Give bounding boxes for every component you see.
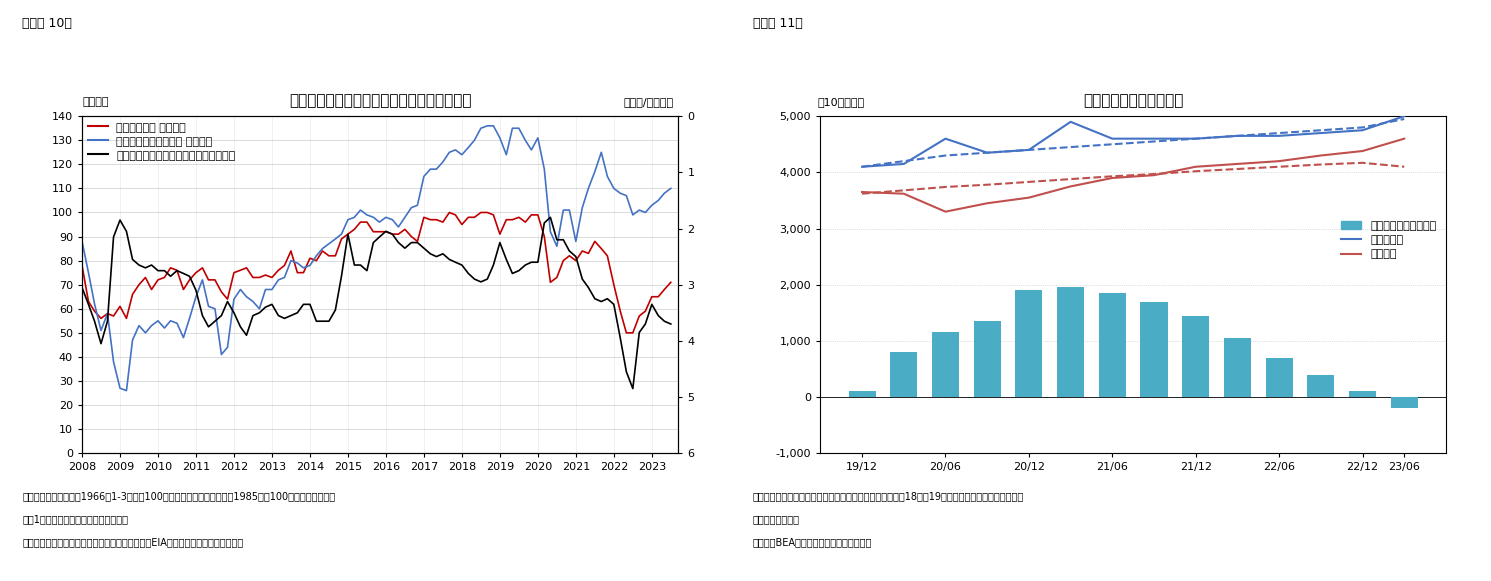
Bar [932,332,959,397]
Bar [1266,358,1293,397]
Text: （図表 10）: （図表 10） [22,17,72,30]
Bar [974,321,1000,397]
Text: 1ガロン当たりの全米平均小売価格: 1ガロン当たりの全米平均小売価格 [22,514,128,524]
Title: 消費者センチメントおよびガソリン小売価格: 消費者センチメントおよびガソリン小売価格 [289,93,471,108]
Text: （図表 11）: （図表 11） [753,17,802,30]
Bar [1057,288,1084,397]
Bar [1099,293,1126,397]
Bar [1224,338,1251,397]
Bar [1349,392,1376,397]
Bar [1182,315,1209,397]
Text: 累計した金額: 累計した金額 [753,514,801,524]
Text: （注）ミシガン大学は1966年1-3月期＝100、カンファレンスボードは1985年＝100。ガソリン価格は: （注）ミシガン大学は1966年1-3月期＝100、カンファレンスボードは1985… [22,491,335,501]
Bar [848,392,875,397]
Text: （資料）BEAよりニッセイ基礎研究所作成: （資料）BEAよりニッセイ基礎研究所作成 [753,537,872,547]
Text: （資料）ミシガン大学、カンファレンスボード、EIAよりニッセイ基礎研究所作成: （資料）ミシガン大学、カンファレンスボード、EIAよりニッセイ基礎研究所作成 [22,537,243,547]
Bar [1391,397,1418,408]
Text: （指数）: （指数） [82,98,109,107]
Title: 家計の累積過剰貯蓄試算: 家計の累積過剰貯蓄試算 [1082,93,1184,108]
Bar [1015,290,1042,397]
Text: （10億ドル）: （10億ドル） [817,98,865,107]
Legend: ミシガン大学 総合指数, カンファレンスボード 総合指数, 全米平均ガソリン価格（右軸、逆目盛）: ミシガン大学 総合指数, カンファレンスボード 総合指数, 全米平均ガソリン価格… [88,122,236,161]
Bar [890,352,917,397]
Text: （ドル/ガロン）: （ドル/ガロン） [623,98,674,107]
Legend: 累積過剰貯蓄（右軸）, 可処分所得, 個人消費: 累積過剰貯蓄（右軸）, 可処分所得, 個人消費 [1337,216,1440,264]
Bar [1141,302,1167,397]
Text: （注）累積余剰貯蓄は名目可処分所得および名目個人消費18年～19年のトレンドと実績との差異を: （注）累積余剰貯蓄は名目可処分所得および名目個人消費18年～19年のトレンドと実… [753,491,1024,501]
Bar [1308,375,1334,397]
